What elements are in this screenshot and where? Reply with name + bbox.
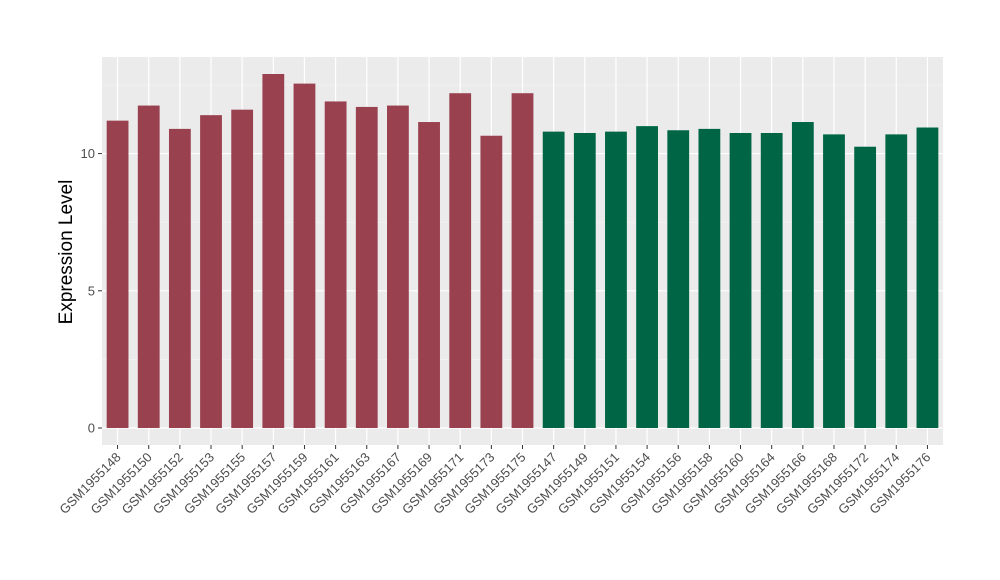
- bar-gsm1955167: [387, 105, 409, 428]
- bar-gsm1955156: [667, 130, 690, 429]
- bar-gsm1955147: [542, 131, 565, 428]
- bar-gsm1955157: [262, 74, 285, 428]
- bar-gsm1955168: [823, 134, 845, 429]
- bar-gsm1955160: [729, 133, 752, 428]
- bar-gsm1955152: [168, 128, 191, 428]
- y-tick-label: 0: [88, 421, 95, 436]
- bar-gsm1955164: [760, 133, 783, 428]
- bar-gsm1955175: [511, 93, 534, 429]
- bar-gsm1955173: [480, 135, 503, 428]
- bar-gsm1955154: [636, 126, 658, 429]
- bar-gsm1955163: [355, 106, 378, 428]
- bar-gsm1955166: [791, 122, 814, 428]
- bar-gsm1955153: [200, 115, 222, 429]
- bars: [106, 74, 939, 429]
- bar-gsm1955151: [605, 131, 627, 428]
- bar-gsm1955148: [106, 120, 129, 429]
- bar-gsm1955161: [324, 101, 347, 428]
- y-tick-label: 5: [88, 283, 95, 298]
- bar-gsm1955150: [137, 105, 160, 428]
- bar-gsm1955172: [854, 146, 877, 428]
- bar-gsm1955159: [293, 83, 316, 429]
- bar-gsm1955158: [698, 128, 721, 428]
- bar-gsm1955174: [885, 134, 908, 429]
- bar-gsm1955176: [916, 127, 939, 428]
- y-axis-title: Expression Level: [56, 180, 77, 325]
- bar-gsm1955155: [231, 109, 254, 429]
- y-axis: 0 5 10: [81, 146, 102, 436]
- bar-gsm1955149: [573, 133, 596, 428]
- x-axis: GSM1955148GSM1955150GSM1955152GSM1955153…: [56, 445, 934, 517]
- y-tick-label: 10: [81, 146, 95, 161]
- bar-gsm1955171: [449, 93, 472, 429]
- bar-gsm1955169: [418, 122, 440, 428]
